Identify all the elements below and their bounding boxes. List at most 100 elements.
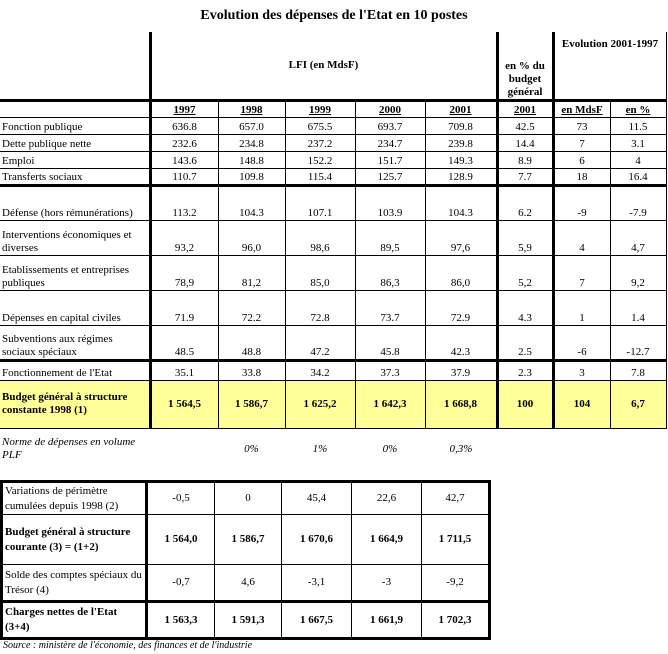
total-cell: 1 625,2 bbox=[285, 380, 356, 429]
empty-cell bbox=[0, 100, 152, 118]
column-header: 1998 bbox=[218, 100, 286, 118]
norme-cell: 1% bbox=[312, 442, 328, 455]
cell: 37.3 bbox=[355, 360, 426, 381]
lower-row: Charges nettes de l'Etat (3+4) 1 563,3 1 5… bbox=[1, 600, 490, 639]
column-header: en % bbox=[610, 100, 667, 118]
cell: 81,2 bbox=[218, 255, 286, 291]
cell: 3.1 bbox=[610, 134, 667, 152]
cell: 7 bbox=[553, 134, 611, 152]
cell: 5,2 bbox=[497, 255, 555, 291]
cell: 1.4 bbox=[610, 290, 667, 326]
lfi-header: LFI (en MdsF) bbox=[150, 32, 499, 102]
cell: 45,4 bbox=[281, 481, 352, 515]
cell: 1 586,7 bbox=[214, 514, 282, 565]
norme-cell: 0% bbox=[382, 442, 398, 455]
empty-header bbox=[0, 32, 152, 102]
cell: 107.1 bbox=[285, 185, 356, 221]
norme-cell: 0% bbox=[244, 442, 259, 455]
cell: 2.5 bbox=[497, 325, 555, 362]
cell: 34.2 bbox=[285, 360, 356, 381]
evolution-header: Evolution 2001-1997 bbox=[553, 32, 667, 102]
cell: 7 bbox=[553, 255, 611, 291]
cell: 110.7 bbox=[150, 168, 219, 187]
lower-row: Budget général à structure courante (3) … bbox=[1, 514, 490, 565]
total-label: Budget général à structure constante 199… bbox=[0, 380, 152, 429]
cell: 72.2 bbox=[218, 290, 286, 326]
cell: 42,7 bbox=[421, 481, 490, 515]
cell: 1 591,3 bbox=[214, 600, 282, 639]
cell: 73.7 bbox=[355, 290, 426, 326]
cell: 93,2 bbox=[150, 220, 219, 256]
cell: 6.2 bbox=[497, 185, 555, 221]
cell: 86,0 bbox=[425, 255, 499, 291]
cell: 232.6 bbox=[150, 134, 219, 152]
cell: 47.2 bbox=[285, 325, 356, 362]
table-row: Fonction publique 636.8 657.0 675.5 693.7 709… bbox=[0, 117, 667, 135]
column-header: 2000 bbox=[355, 100, 426, 118]
table-row: Défense (hors rémunérations) 113.2 104.3 10… bbox=[0, 185, 667, 221]
cell: 1 670,6 bbox=[281, 514, 352, 565]
table-row: Dépenses en capital civiles 71.9 72.2 72.8 7… bbox=[0, 290, 667, 326]
cell: 33.8 bbox=[218, 360, 286, 381]
total-cell: 1 586,7 bbox=[218, 380, 286, 429]
cell: -3 bbox=[351, 564, 422, 602]
cell: 1 711,5 bbox=[421, 514, 490, 565]
row-label: Transferts sociaux bbox=[0, 168, 152, 187]
total-row: Budget général à structure constante 199… bbox=[0, 380, 667, 429]
cell: 7.7 bbox=[497, 168, 555, 187]
cell: 4.3 bbox=[497, 290, 555, 326]
cell: 42.5 bbox=[497, 117, 555, 135]
total-cell: 6,7 bbox=[610, 380, 667, 429]
cell: 115.4 bbox=[285, 168, 356, 187]
lower-row: Solde des comptes spéciaux du Trésor (4)… bbox=[1, 564, 490, 602]
pct-budget-header: en % du budget général bbox=[497, 32, 555, 102]
cell: 73 bbox=[553, 117, 611, 135]
row-label: Dette publique nette bbox=[0, 134, 152, 152]
table-row: Interventions économiques et diverses 93,… bbox=[0, 220, 667, 256]
cell: 151.7 bbox=[355, 151, 426, 169]
row-label: Charges nettes de l'Etat (3+4) bbox=[1, 600, 148, 639]
cell: 86,3 bbox=[355, 255, 426, 291]
total-cell: 100 bbox=[497, 380, 555, 429]
cell: 636.8 bbox=[150, 117, 219, 135]
empty-cell bbox=[610, 428, 666, 470]
row-label: Dépenses en capital civiles bbox=[0, 290, 152, 326]
total-cell: 104 bbox=[553, 380, 611, 429]
cell: 1 564,0 bbox=[146, 514, 215, 565]
table-row: Dette publique nette 232.6 234.8 237.2 234.7… bbox=[0, 134, 667, 152]
cell: 0 bbox=[214, 481, 282, 515]
cell: 2.3 bbox=[497, 360, 555, 381]
cell: -0,5 bbox=[146, 481, 215, 515]
cell: 96,0 bbox=[218, 220, 286, 256]
year-row: 1997 1998 1999 2000 2001 2001 en MdsF en % bbox=[0, 100, 667, 118]
cell: 8.9 bbox=[497, 151, 555, 169]
empty-cell bbox=[497, 428, 553, 470]
table-row: Emploi 143.6 148.8 152.2 151.7 149.3 8.9 6 4 bbox=[0, 151, 667, 169]
norme-label: Norme de dépenses en volume PLF bbox=[2, 436, 136, 462]
cell: 237.2 bbox=[285, 134, 356, 152]
cell: 128.9 bbox=[425, 168, 499, 187]
cell: 1 bbox=[553, 290, 611, 326]
cell: 85,0 bbox=[285, 255, 356, 291]
norme-cell: 0,3% bbox=[449, 442, 473, 455]
cell: 709.8 bbox=[425, 117, 499, 135]
row-label: Solde des comptes spéciaux du Trésor (4) bbox=[1, 564, 148, 602]
cell: 42.3 bbox=[425, 325, 499, 362]
cell: 48.8 bbox=[218, 325, 286, 362]
cell: 9,2 bbox=[610, 255, 667, 291]
row-label: Interventions économiques et diverses bbox=[0, 220, 152, 256]
cell: 1 661,9 bbox=[351, 600, 422, 639]
cell: 1 563,3 bbox=[146, 600, 215, 639]
cell: -12.7 bbox=[610, 325, 667, 362]
cell: 11.5 bbox=[610, 117, 667, 135]
column-header: 1997 bbox=[150, 100, 219, 118]
row-label: Budget général à structure courante (3) … bbox=[1, 514, 148, 565]
cell: 97,6 bbox=[425, 220, 499, 256]
cell: 148.8 bbox=[218, 151, 286, 169]
cell: 4 bbox=[610, 151, 667, 169]
norme-row: Norme de dépenses en volume PLF 0% 1% 0% 0,3… bbox=[0, 428, 666, 470]
cell: 1 702,3 bbox=[421, 600, 490, 639]
cell: 37.9 bbox=[425, 360, 499, 381]
empty-cell bbox=[553, 428, 610, 470]
cell: 3 bbox=[553, 360, 611, 381]
